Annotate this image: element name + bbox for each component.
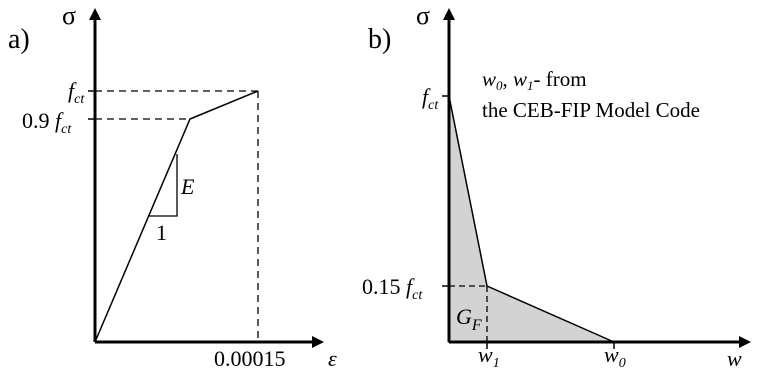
panel-b-y-axis-label: σ (416, 1, 430, 30)
panel-a-x-tick-label: 0.00015 (214, 346, 286, 371)
panel-a-slope-label: E (180, 174, 195, 199)
panel-a-slope-run-label: 1 (156, 220, 167, 245)
panel-b-label: b) (368, 24, 391, 55)
panel-b-y-tick-015fct: 0.15 fct (362, 274, 423, 303)
panel-b-area-label: GF (456, 304, 482, 334)
panel-a: a) σ ε fct 0.9 fct 0.00015 E 1 (8, 1, 337, 371)
panel-a-label: a) (8, 24, 30, 55)
panel-a-y-tick-09fct: 0.9 fct (22, 108, 72, 137)
panel-a-y-tick-fct: fct (68, 78, 85, 107)
panel-b-x-axis-label: w (727, 346, 742, 371)
panel-b-x-tick-w0: w0 (604, 342, 626, 371)
panel-b-fracture-energy-area (448, 95, 615, 343)
panel-b: b) σ w fct 0.15 fct w1 w0 GF w0, w1- fro… (362, 1, 751, 371)
panel-a-y-axis-label: σ (62, 1, 76, 30)
panel-b-note-line1: w0, w1- from (482, 67, 587, 93)
panel-b-x-tick-w1: w1 (478, 342, 500, 371)
panel-b-note-line2: the CEB-FIP Model Code (482, 98, 700, 122)
panel-a-stress-strain-curve (94, 90, 259, 343)
panel-a-x-axis-label: ε (328, 346, 337, 371)
panel-a-slope-triangle (148, 154, 178, 217)
panel-b-y-tick-fct: fct (422, 84, 439, 113)
